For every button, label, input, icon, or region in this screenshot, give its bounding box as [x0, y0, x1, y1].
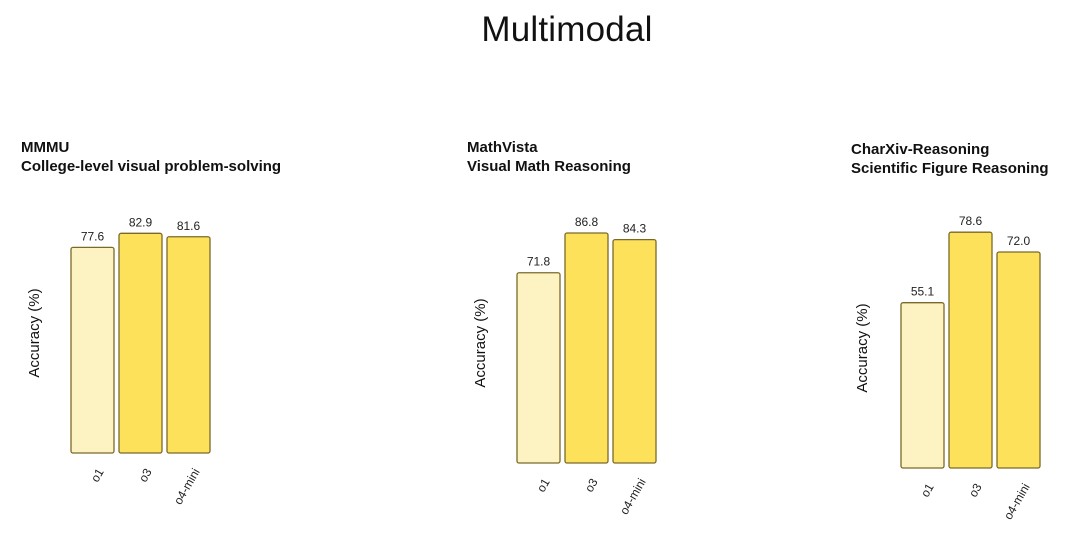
page-title: Multimodal	[481, 10, 653, 49]
data-label: 55.1	[911, 285, 935, 299]
data-label: 72.0	[1007, 234, 1031, 248]
bar-o1	[516, 272, 561, 464]
bar-o4-mini	[612, 238, 657, 464]
x-tick-label: o3	[582, 476, 601, 495]
bar-o3	[564, 232, 609, 464]
bar-o1	[900, 302, 945, 469]
bar-o3	[948, 231, 993, 469]
chart-panel-mmmu: MMMU College-level visual problem-solvin…	[21, 0, 321, 533]
data-label: 78.6	[959, 214, 983, 228]
y-axis-label: Accuracy (%)	[854, 303, 871, 392]
chart-title-main: CharXiv-Reasoning	[851, 141, 990, 158]
x-tick-label: o4-mini	[617, 476, 649, 517]
chart-title: MathVista Visual Math Reasoning	[467, 138, 631, 176]
x-tick-label: o3	[966, 481, 985, 500]
data-label: 81.6	[177, 219, 201, 233]
chart-subtitle: Scientific Figure Reasoning	[851, 160, 1049, 177]
x-tick-label: o1	[918, 481, 937, 500]
bar-o1	[70, 246, 115, 454]
x-tick-label: o4-mini	[171, 466, 203, 507]
x-tick-label: o4-mini	[1001, 481, 1033, 522]
data-label: 84.3	[623, 222, 647, 236]
bar-o3	[118, 232, 163, 454]
data-label: 77.6	[81, 229, 105, 243]
chart-title-main: MMMU	[21, 139, 70, 156]
data-label: 82.9	[129, 215, 153, 229]
bar-o4-mini	[166, 236, 211, 454]
bar-chart: Accuracy (%) 71.8 o1 86.8 o3 84.3 o4-mini	[472, 215, 657, 517]
chart-subtitle: Visual Math Reasoning	[467, 158, 631, 175]
chart-title: MMMU College-level visual problem-solvin…	[21, 138, 281, 176]
bar-chart: Accuracy (%) 55.1 o1 78.6 o3 72.0 o4-mini	[854, 214, 1041, 522]
data-label: 71.8	[527, 255, 551, 269]
data-label: 86.8	[575, 215, 599, 229]
chart-panel-mathvista: MathVista Visual Math Reasoning Accuracy…	[467, 0, 727, 533]
x-tick-label: o1	[88, 466, 107, 485]
y-axis-label: Accuracy (%)	[26, 288, 43, 377]
chart-panel-charxiv: CharXiv-Reasoning Scientific Figure Reas…	[851, 0, 1080, 533]
chart-subtitle: College-level visual problem-solving	[21, 158, 282, 175]
x-tick-label: o1	[534, 476, 553, 495]
chart-title-main: MathVista	[467, 139, 538, 156]
y-axis-label: Accuracy (%)	[472, 298, 489, 387]
bar-o4-mini	[996, 251, 1041, 469]
chart-title: CharXiv-Reasoning Scientific Figure Reas…	[851, 140, 1049, 178]
bar-chart: Accuracy (%) 77.6 o1 82.9 o3 81.6 o4-mini	[26, 215, 211, 507]
x-tick-label: o3	[136, 466, 155, 485]
